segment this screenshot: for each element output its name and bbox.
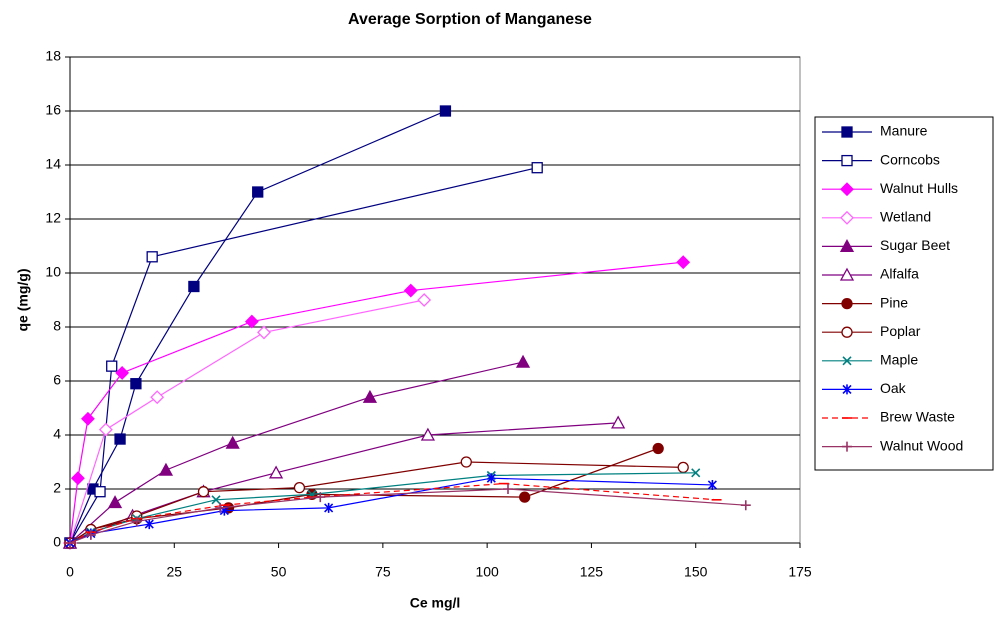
legend-label: Oak bbox=[880, 380, 907, 396]
marker bbox=[519, 491, 531, 503]
marker bbox=[144, 519, 154, 530]
marker bbox=[315, 492, 326, 503]
marker bbox=[293, 481, 306, 494]
marker bbox=[362, 389, 378, 403]
marker bbox=[417, 293, 432, 307]
x-tick-label: 50 bbox=[271, 564, 287, 580]
marker bbox=[515, 354, 531, 368]
marker bbox=[460, 456, 472, 468]
marker bbox=[840, 210, 854, 225]
marker bbox=[211, 495, 221, 505]
marker bbox=[197, 486, 210, 498]
marker bbox=[158, 462, 174, 476]
marker bbox=[106, 360, 118, 372]
marker bbox=[146, 251, 158, 263]
x-tick-label: 125 bbox=[580, 564, 604, 580]
marker bbox=[420, 427, 436, 441]
marker bbox=[107, 495, 123, 509]
legend-box bbox=[814, 116, 994, 471]
legend-label: Corncobs bbox=[880, 151, 940, 167]
marker bbox=[707, 479, 717, 490]
plot-area bbox=[69, 56, 801, 544]
marker bbox=[130, 378, 142, 390]
legend-label: Maple bbox=[880, 352, 918, 368]
y-tick-label: 14 bbox=[45, 156, 61, 172]
marker bbox=[841, 126, 853, 138]
marker bbox=[676, 255, 691, 270]
marker bbox=[225, 435, 240, 449]
legend-label: Sugar Beet bbox=[880, 237, 950, 253]
marker bbox=[691, 468, 701, 478]
series-line bbox=[69, 361, 524, 544]
marker bbox=[503, 484, 513, 494]
y-tick-label: 18 bbox=[45, 48, 61, 64]
marker bbox=[841, 326, 853, 338]
y-tick-label: 4 bbox=[53, 426, 61, 442]
x-tick-label: 75 bbox=[375, 564, 391, 580]
marker bbox=[94, 486, 106, 498]
legend-label: Walnut Hulls bbox=[880, 180, 958, 196]
chart-title: Average Sorption of Manganese bbox=[348, 11, 592, 28]
y-axis-title: qe (mg/g) bbox=[15, 269, 31, 332]
y-tick-label: 12 bbox=[45, 210, 61, 226]
y-tick-label: 6 bbox=[53, 372, 61, 388]
marker bbox=[839, 239, 855, 253]
marker bbox=[188, 280, 200, 293]
y-tick-label: 10 bbox=[45, 264, 61, 280]
marker bbox=[841, 154, 853, 167]
legend-label: Walnut Wood bbox=[880, 437, 963, 453]
marker bbox=[150, 390, 165, 405]
marker bbox=[531, 162, 543, 174]
marker bbox=[439, 105, 452, 117]
marker bbox=[324, 502, 334, 513]
marker bbox=[98, 422, 113, 437]
x-tick-label: 25 bbox=[166, 564, 182, 580]
x-tick-label: 175 bbox=[788, 564, 812, 580]
y-tick-label: 0 bbox=[53, 534, 61, 550]
marker bbox=[652, 442, 664, 455]
marker bbox=[403, 283, 418, 298]
marker bbox=[215, 502, 226, 513]
marker bbox=[842, 441, 852, 452]
marker bbox=[131, 516, 142, 527]
marker bbox=[740, 500, 751, 511]
x-tick-label: 150 bbox=[684, 564, 708, 580]
legend-label: Wetland bbox=[880, 209, 931, 225]
marker bbox=[115, 365, 130, 380]
legend-label: Manure bbox=[880, 123, 928, 139]
x-tick-label: 100 bbox=[475, 564, 499, 580]
marker bbox=[244, 314, 259, 329]
legend-label: Poplar bbox=[880, 323, 921, 339]
marker bbox=[252, 186, 264, 198]
marker bbox=[611, 415, 626, 429]
marker bbox=[486, 473, 496, 484]
y-tick-label: 16 bbox=[45, 102, 61, 118]
y-tick-label: 2 bbox=[53, 480, 61, 496]
marker bbox=[85, 529, 96, 540]
marker bbox=[842, 356, 852, 366]
marker bbox=[268, 465, 284, 479]
marker bbox=[114, 433, 126, 445]
legend-label: Brew Waste bbox=[880, 409, 955, 425]
marker bbox=[839, 267, 855, 281]
marker bbox=[65, 538, 75, 548]
y-tick-label: 8 bbox=[53, 318, 61, 334]
marker bbox=[840, 182, 854, 197]
marker bbox=[677, 461, 689, 474]
marker bbox=[81, 411, 95, 426]
legend-label: Pine bbox=[880, 294, 908, 310]
x-tick-label: 0 bbox=[66, 564, 74, 580]
legend-label: Alfalfa bbox=[880, 266, 919, 282]
x-axis-title: Ce mg/l bbox=[410, 595, 461, 611]
marker bbox=[841, 297, 853, 310]
marker bbox=[842, 384, 852, 395]
marker bbox=[257, 325, 271, 340]
marker bbox=[71, 471, 85, 486]
